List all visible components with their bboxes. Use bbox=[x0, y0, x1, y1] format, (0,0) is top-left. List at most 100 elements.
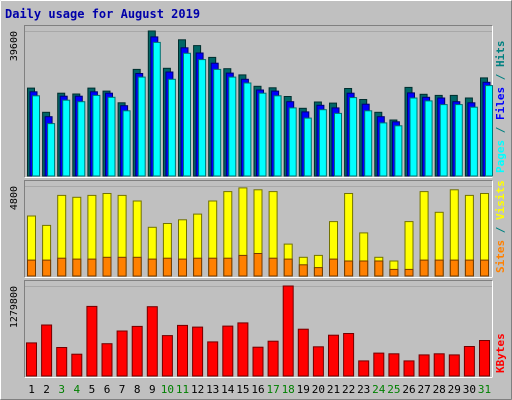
bar-pages-day-26 bbox=[409, 97, 418, 177]
bar-sites-day-28 bbox=[434, 259, 444, 277]
x-label-day-12: 12 bbox=[191, 383, 204, 396]
y-axis-max-label: 4800 bbox=[9, 186, 20, 210]
bar-pages-day-30 bbox=[469, 106, 478, 177]
bar-pages-day-10 bbox=[167, 78, 176, 177]
legend-part: Visits bbox=[494, 180, 507, 220]
panel-series-legend: KBytes bbox=[494, 333, 507, 373]
bar-kbytes-day-14 bbox=[222, 325, 234, 377]
x-label-day-22: 22 bbox=[342, 383, 355, 396]
bar-pages-day-13 bbox=[213, 68, 222, 177]
panel-series-legend: Sites / Visits bbox=[494, 180, 507, 273]
bar-pages-day-3 bbox=[62, 99, 71, 177]
bar-sites-day-10 bbox=[162, 257, 172, 277]
bar-pages-day-27 bbox=[424, 100, 433, 177]
bar-sites-day-8 bbox=[132, 256, 142, 277]
bar-kbytes-day-12 bbox=[192, 326, 204, 377]
legend-part: / bbox=[494, 120, 507, 140]
bar-kbytes-day-23 bbox=[358, 360, 370, 377]
bar-pages-day-6 bbox=[107, 96, 116, 177]
bar-pages-day-19 bbox=[303, 117, 312, 177]
y-axis-max-label: 1279800 bbox=[9, 286, 20, 328]
bar-kbytes-day-30 bbox=[463, 346, 475, 377]
bar-sites-day-14 bbox=[223, 257, 233, 277]
bar-pages-day-22 bbox=[349, 97, 358, 177]
bar-pages-day-1 bbox=[32, 95, 40, 177]
bar-kbytes-day-24 bbox=[373, 352, 385, 377]
bar-kbytes-day-7 bbox=[116, 330, 128, 377]
x-label-day-30: 30 bbox=[463, 383, 476, 396]
bar-kbytes-day-5 bbox=[86, 305, 98, 377]
bar-kbytes-day-6 bbox=[101, 343, 113, 377]
bar-kbytes-day-18 bbox=[282, 285, 294, 377]
bar-sites-day-15 bbox=[238, 254, 248, 277]
bar-sites-day-26 bbox=[404, 268, 414, 277]
bar-sites-day-24 bbox=[374, 260, 384, 277]
bar-kbytes-day-9 bbox=[146, 306, 158, 377]
bar-sites-day-9 bbox=[147, 258, 157, 277]
x-label-day-18: 18 bbox=[282, 383, 295, 396]
x-label-day-25: 25 bbox=[387, 383, 400, 396]
bar-pages-day-28 bbox=[439, 104, 448, 177]
bar-kbytes-day-2 bbox=[41, 324, 53, 377]
bar-pages-day-17 bbox=[273, 95, 282, 177]
x-label-day-14: 14 bbox=[221, 383, 235, 396]
bar-kbytes-day-13 bbox=[207, 341, 219, 377]
bar-pages-day-8 bbox=[137, 76, 146, 177]
x-label-day-23: 23 bbox=[357, 383, 370, 396]
bar-kbytes-day-3 bbox=[56, 347, 68, 377]
legend-part: / bbox=[494, 67, 507, 87]
bar-kbytes-day-10 bbox=[161, 335, 173, 377]
bar-pages-day-31 bbox=[485, 85, 493, 177]
bar-sites-day-20 bbox=[313, 267, 323, 277]
bar-kbytes-day-31 bbox=[479, 340, 490, 377]
bar-pages-day-15 bbox=[243, 82, 252, 177]
x-label-day-27: 27 bbox=[417, 383, 430, 396]
legend-part: / bbox=[494, 220, 507, 240]
bar-sites-day-22 bbox=[344, 260, 354, 277]
bar-kbytes-day-17 bbox=[267, 340, 279, 377]
bar-sites-day-11 bbox=[178, 258, 187, 277]
bar-kbytes-day-27 bbox=[418, 354, 430, 377]
bar-kbytes-day-16 bbox=[252, 346, 264, 377]
x-label-day-20: 20 bbox=[312, 383, 325, 396]
x-label-day-24: 24 bbox=[372, 383, 386, 396]
bar-pages-day-18 bbox=[288, 107, 297, 177]
bar-pages-day-24 bbox=[379, 122, 388, 177]
legend-part: Files bbox=[494, 87, 507, 120]
bar-sites-day-12 bbox=[193, 257, 203, 277]
bar-pages-day-4 bbox=[77, 101, 86, 177]
bar-kbytes-day-4 bbox=[71, 353, 83, 377]
x-label-day-7: 7 bbox=[119, 383, 126, 396]
bar-sites-day-3 bbox=[57, 257, 67, 277]
bar-pages-day-16 bbox=[258, 92, 267, 177]
bar-pages-day-7 bbox=[122, 110, 131, 177]
bar-sites-day-4 bbox=[72, 258, 82, 277]
bar-sites-day-5 bbox=[87, 258, 97, 277]
x-label-day-15: 15 bbox=[236, 383, 249, 396]
x-label-day-21: 21 bbox=[327, 383, 340, 396]
bar-kbytes-day-15 bbox=[237, 322, 249, 377]
x-label-day-8: 8 bbox=[134, 383, 141, 396]
bar-sites-day-7 bbox=[117, 256, 127, 277]
legend-part: Sites bbox=[494, 240, 507, 273]
bar-sites-day-2 bbox=[42, 259, 52, 277]
chart-title: Daily usage for August 2019 bbox=[5, 7, 200, 21]
bar-pages-day-29 bbox=[454, 104, 463, 177]
legend-part: Hits bbox=[494, 41, 507, 68]
bar-kbytes-day-19 bbox=[297, 328, 309, 377]
bar-kbytes-day-22 bbox=[343, 333, 355, 377]
bar-sites-day-30 bbox=[464, 259, 474, 277]
bar-sites-day-19 bbox=[298, 264, 308, 277]
bar-kbytes-day-20 bbox=[312, 346, 324, 377]
bar-pages-day-20 bbox=[318, 109, 327, 177]
bar-pages-day-9 bbox=[152, 41, 161, 177]
y-axis-max-label: 39600 bbox=[9, 31, 20, 61]
bar-kbytes-day-29 bbox=[448, 354, 460, 377]
bar-sites-day-31 bbox=[480, 259, 489, 277]
x-label-day-26: 26 bbox=[402, 383, 415, 396]
bar-kbytes-day-1 bbox=[26, 342, 37, 377]
x-label-day-1: 1 bbox=[28, 383, 35, 396]
chart-panels: 39600 Pages / Files / Hits 4800 Sites / Vis… bbox=[9, 25, 507, 378]
x-label-day-29: 29 bbox=[448, 383, 461, 396]
x-label-day-17: 17 bbox=[266, 383, 279, 396]
